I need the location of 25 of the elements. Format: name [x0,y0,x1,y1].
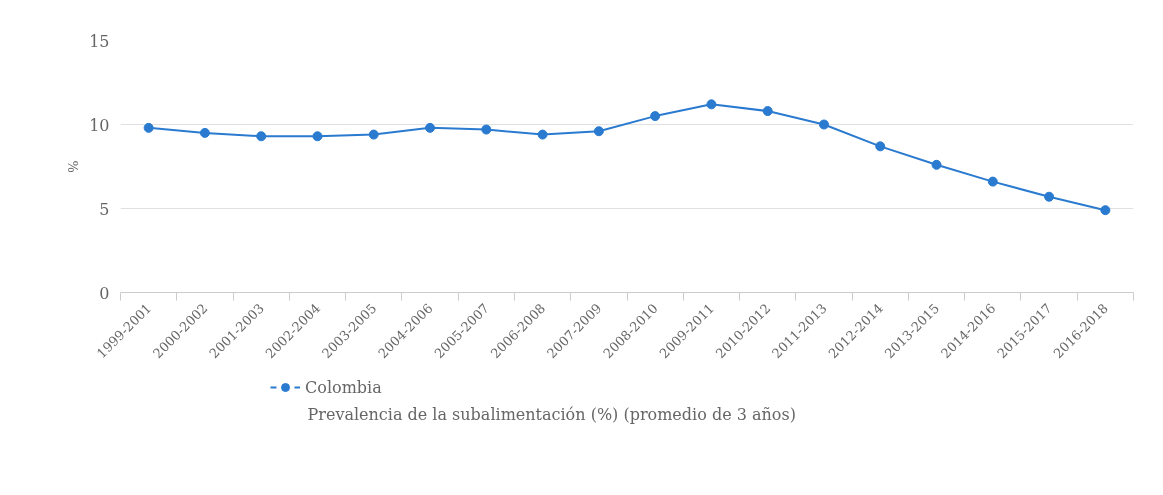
point [593,126,604,137]
point [537,129,548,140]
y-axis-title: % [66,160,82,173]
point [875,141,886,152]
point [199,127,210,138]
point [650,111,661,122]
point [143,122,154,133]
point [368,129,379,140]
point [1100,205,1111,216]
point [987,176,998,187]
point [762,106,773,117]
point [818,119,829,130]
point [481,124,492,135]
point [312,131,323,142]
y-tick-label: 5 [99,199,110,219]
text: Prevalencia de la subalimentación (%) (promedio de 3 años) [307,404,796,424]
point [425,122,436,133]
point [931,159,942,170]
y-tick-label: 0 [99,283,110,303]
y-tick-label: 10 [89,115,110,135]
point [706,99,717,110]
y-tick-label: 15 [89,31,110,51]
point [256,131,267,142]
legend-label: Colombia [305,377,382,397]
point [1044,191,1055,202]
